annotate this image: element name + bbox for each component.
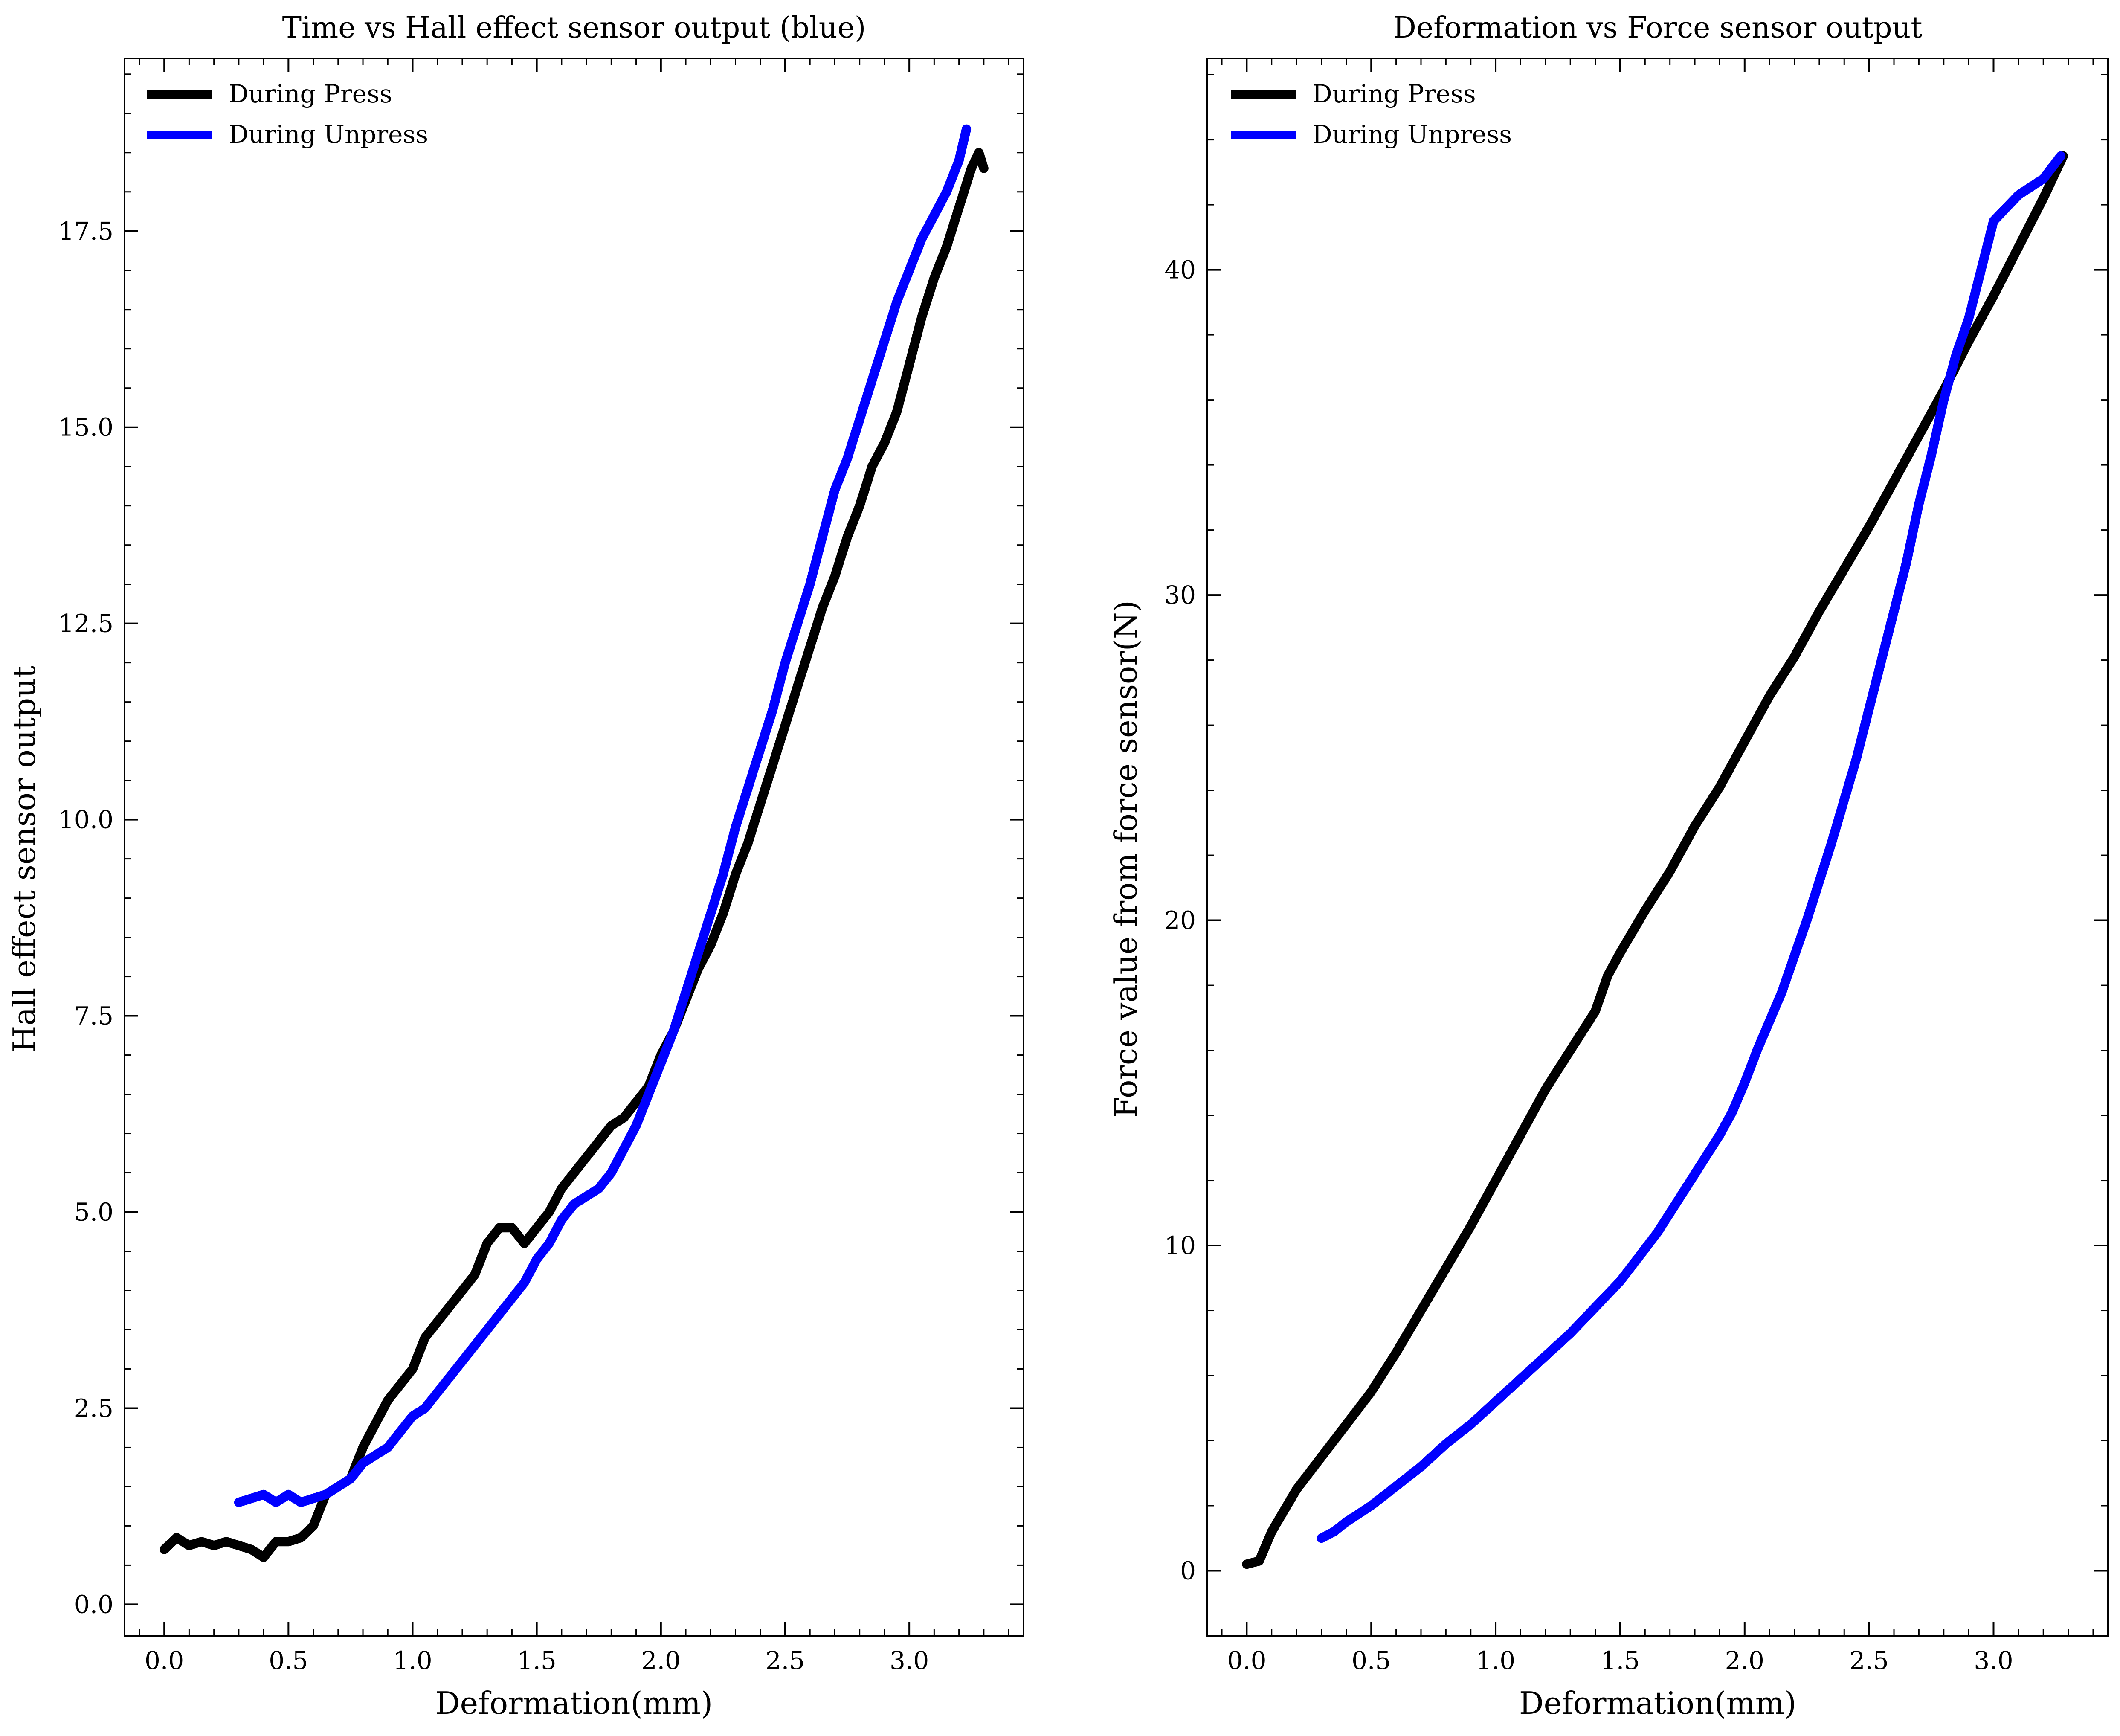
series-line-unpress	[234, 124, 972, 1507]
x-tick-label: 2.0	[1725, 1646, 1764, 1675]
x-tick-label: 3.0	[890, 1646, 929, 1675]
y-tick-label: 17.5	[58, 217, 113, 246]
chart-title: Deformation vs Force sensor output	[1393, 11, 1922, 45]
series-line-unpress	[1317, 151, 2066, 1543]
legend-label-unpress: During Unpress	[1312, 120, 1512, 149]
y-tick-label: 10.0	[58, 805, 113, 834]
legend-label-press: During Press	[1312, 79, 1476, 108]
series-line-press	[1242, 151, 2068, 1569]
axes-frame	[1206, 58, 2109, 1637]
legend-label-press: During Press	[229, 79, 392, 108]
x-tick-label: 2.0	[641, 1646, 681, 1675]
force-sensor-chart: Deformation vs Force sensor output Defor…	[1108, 11, 2109, 1721]
plot-area: 0.0 0.5 1.0 1.5 2.0 2.5 3.0 0 10 20 30 40	[1164, 58, 2109, 1675]
x-tick-label: 1.5	[517, 1646, 557, 1675]
y-tick-label: 7.5	[74, 1002, 113, 1031]
y-tick-label: 15.0	[58, 413, 113, 442]
y-tick-label: 40	[1164, 255, 1196, 284]
y-axis-label: Force value from force sensor(N)	[1108, 600, 1144, 1118]
x-axis-label: Deformation(mm)	[1519, 1685, 1796, 1721]
x-tick-label: 2.5	[766, 1646, 805, 1675]
legend: During Press During Unpress	[1231, 79, 1512, 149]
x-tick-label: 2.5	[1850, 1646, 1889, 1675]
x-tick-label: 1.0	[393, 1646, 432, 1675]
y-tick-label: 5.0	[74, 1198, 113, 1227]
x-axis-label: Deformation(mm)	[435, 1685, 713, 1721]
y-tick-label: 0.0	[74, 1590, 113, 1619]
legend: During Press During Unpress	[147, 79, 428, 149]
x-tick-label: 1.5	[1601, 1646, 1640, 1675]
x-tick-label: 0.5	[269, 1646, 308, 1675]
legend-label-unpress: During Unpress	[229, 120, 428, 149]
x-tick-label: 3.0	[1974, 1646, 2013, 1675]
plot-area: 0.0 0.5 1.0 1.5 2.0 2.5 3.0 0.0 2.5 5.0 7.5 10.0 12.…	[58, 58, 1024, 1675]
chart-title: Time vs Hall effect sensor output (blue)	[282, 11, 866, 45]
y-tick-label: 12.5	[58, 609, 113, 638]
y-axis-label: Hall effect sensor output	[6, 666, 42, 1053]
x-tick-label: 0.0	[1227, 1646, 1266, 1675]
y-tick-label: 10	[1164, 1231, 1196, 1260]
y-tick-label: 0	[1180, 1556, 1196, 1585]
axes-frame	[124, 58, 1024, 1637]
hall-effect-chart: Time vs Hall effect sensor output (blue)…	[6, 11, 1024, 1721]
y-tick-label: 30	[1164, 581, 1196, 610]
x-tick-label: 1.0	[1476, 1646, 1515, 1675]
x-tick-label: 0.0	[145, 1646, 184, 1675]
y-tick-label: 20	[1164, 906, 1196, 935]
y-tick-label: 2.5	[74, 1393, 113, 1422]
x-tick-label: 0.5	[1351, 1646, 1391, 1675]
series-line-press	[160, 148, 989, 1562]
